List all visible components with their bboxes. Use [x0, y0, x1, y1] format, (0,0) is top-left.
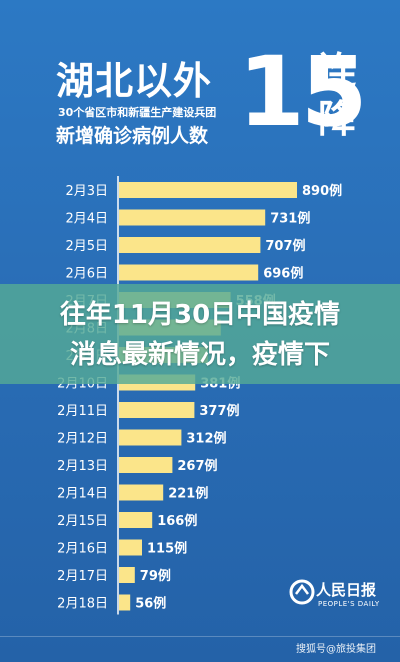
- chart-title: 湖北以外: [56, 59, 213, 103]
- category-label: 2月5日: [65, 239, 108, 254]
- side-char-jiang: 降: [318, 97, 357, 141]
- headline-line-1[interactable]: 往年11月30日中国疫情: [59, 300, 341, 330]
- logo-subtitle: PEOPLE'S DAILY: [318, 600, 380, 608]
- value-label: 731例: [270, 211, 310, 227]
- value-label: 267例: [177, 458, 217, 474]
- chart-subtitle-line1: 30个省区市和新疆生产建设兵团: [58, 106, 217, 119]
- category-label: 2月15日: [57, 514, 108, 529]
- value-label: 696例: [263, 266, 303, 282]
- category-label: 2月13日: [57, 459, 108, 474]
- value-label: 79例: [140, 568, 171, 584]
- side-char-lian: 连: [318, 49, 357, 93]
- category-label: 2月18日: [57, 597, 108, 612]
- category-label: 2月11日: [57, 404, 108, 419]
- chart-subtitle-line2: 新增确诊病例人数: [56, 125, 209, 147]
- bar: [119, 512, 153, 528]
- value-label: 115例: [147, 541, 187, 557]
- bar: [119, 567, 135, 583]
- bar: [119, 484, 164, 501]
- bar: [119, 457, 173, 473]
- value-label: 312例: [186, 431, 226, 447]
- consecutive-days-number: 15: [238, 36, 368, 148]
- divider: [0, 636, 400, 637]
- category-label: 2月3日: [65, 184, 108, 199]
- bar: [119, 402, 195, 418]
- people-daily-logo-icon: [289, 579, 315, 605]
- category-label: 2月12日: [57, 432, 108, 447]
- bar: [119, 264, 259, 281]
- logo-name: 人民日报: [316, 581, 377, 599]
- bar: [119, 539, 142, 556]
- bar: [119, 209, 266, 226]
- bar: [119, 237, 261, 253]
- bar: [119, 594, 131, 611]
- value-label: 166例: [157, 513, 197, 529]
- source-watermark: 搜狐号@旅投集团: [296, 644, 376, 655]
- value-label: 56例: [135, 596, 166, 612]
- headline-line-2[interactable]: 消息最新情况，疫情下: [69, 340, 330, 370]
- category-label: 2月4日: [65, 212, 108, 227]
- category-label: 2月16日: [57, 542, 108, 557]
- value-label: 221例: [168, 486, 208, 502]
- headline-overlay: [0, 284, 400, 384]
- value-label: 377例: [199, 403, 239, 419]
- category-label: 2月17日: [57, 569, 108, 584]
- category-label: 2月6日: [65, 267, 108, 282]
- value-label: 707例: [265, 238, 305, 254]
- category-label: 2月14日: [57, 487, 108, 502]
- bar: [119, 182, 297, 198]
- value-label: 890例: [302, 183, 342, 199]
- bar: [119, 429, 182, 446]
